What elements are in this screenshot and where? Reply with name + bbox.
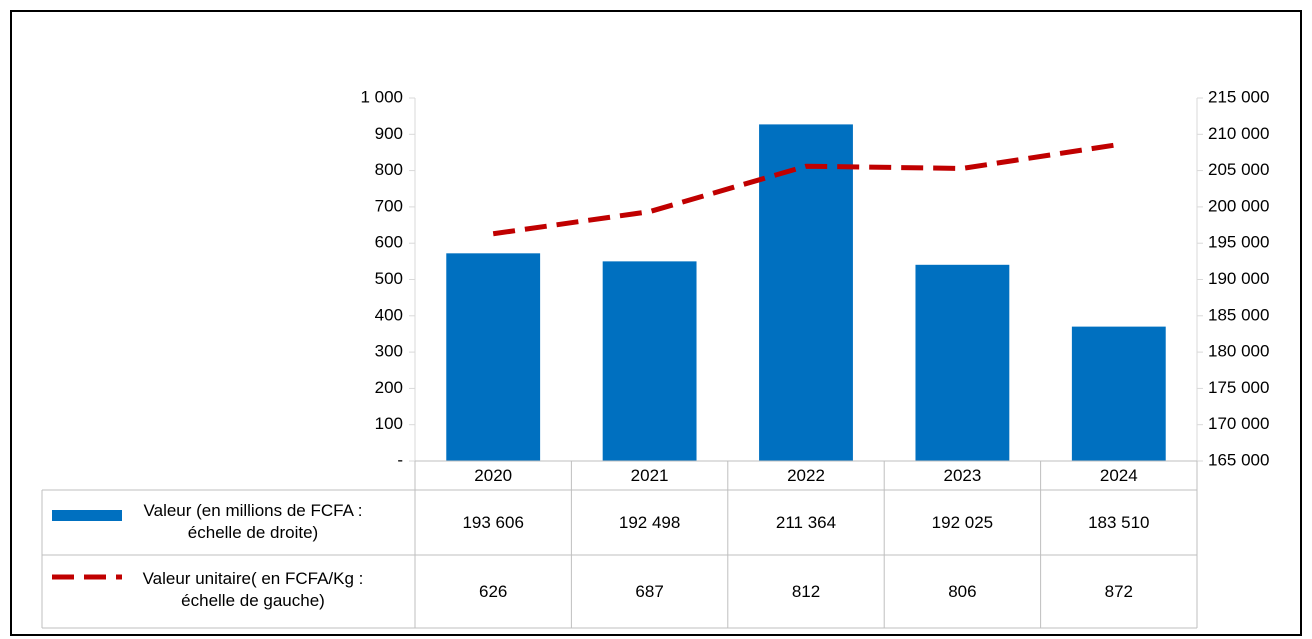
line <box>492 141 1120 237</box>
table-value: 626 <box>479 582 507 601</box>
y2-tick-label: 195 000 <box>1208 233 1269 252</box>
y-tick-label: 400 <box>375 305 403 324</box>
x-tick-label: 2022 <box>787 466 825 485</box>
y2-tick-label: 190 000 <box>1208 269 1269 288</box>
y2-tick-label: 200 000 <box>1208 196 1269 215</box>
table-value: 687 <box>635 582 663 601</box>
table-value: 193 606 <box>462 513 523 532</box>
table-value: 192 025 <box>932 513 993 532</box>
legend-label: Valeur unitaire( en FCFA/Kg : échelle de… <box>142 569 364 610</box>
y-tick-label: 700 <box>375 196 403 215</box>
table-value: 192 498 <box>619 513 680 532</box>
y-tick-label: 100 <box>375 414 403 433</box>
y2-tick-label: 165 000 <box>1208 450 1269 469</box>
y-tick-label: 200 <box>375 378 403 397</box>
y2-tick-label: 170 000 <box>1208 414 1269 433</box>
bar <box>446 253 541 461</box>
x-tick-label: 2021 <box>631 466 669 485</box>
y-tick-label: 1 000 <box>360 87 403 106</box>
table-value: 183 510 <box>1088 513 1149 532</box>
y2-tick-label: 175 000 <box>1208 378 1269 397</box>
y-tick-label: 300 <box>375 342 403 361</box>
bar <box>602 261 697 461</box>
table-value: 872 <box>1105 582 1133 601</box>
bar <box>1071 326 1166 461</box>
legend-key <box>52 510 122 521</box>
y-tick-label: 900 <box>375 124 403 143</box>
bar <box>759 124 853 461</box>
y2-tick-label: 205 000 <box>1208 160 1269 179</box>
y-tick-label: 600 <box>375 233 403 252</box>
y2-tick-label: 185 000 <box>1208 305 1269 324</box>
y2-tick-label: 180 000 <box>1208 342 1269 361</box>
y2-tick-label: 210 000 <box>1208 124 1269 143</box>
x-tick-label: 2020 <box>474 466 512 485</box>
y2-tick-label: 215 000 <box>1208 87 1269 106</box>
x-tick-label: 2024 <box>1100 466 1138 485</box>
x-tick-label: 2023 <box>943 466 981 485</box>
y-tick-label: 500 <box>375 269 403 288</box>
table-value: 211 364 <box>776 513 836 532</box>
table-value: 806 <box>948 582 976 601</box>
bar <box>915 264 1010 461</box>
legend-label: Valeur (en millions de FCFA : échelle de… <box>143 501 363 542</box>
table-value: 812 <box>792 582 820 601</box>
y-tick-label: - <box>397 450 403 469</box>
y-tick-label: 800 <box>375 160 403 179</box>
